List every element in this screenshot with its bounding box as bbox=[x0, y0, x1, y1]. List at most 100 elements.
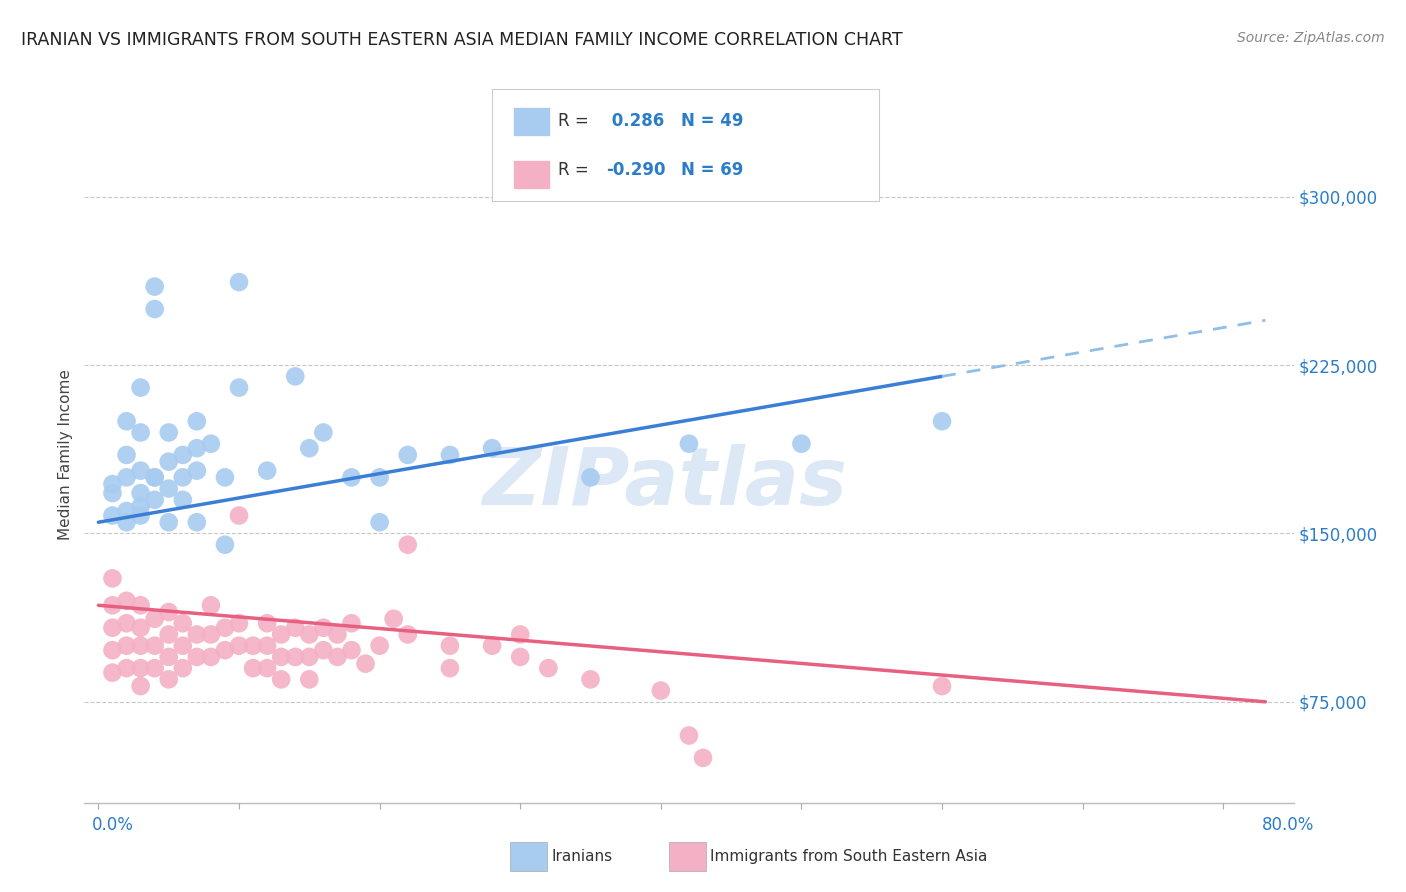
Point bbox=[129, 679, 152, 693]
Point bbox=[115, 661, 138, 675]
Point bbox=[270, 673, 292, 687]
Point bbox=[284, 369, 307, 384]
Point bbox=[340, 643, 363, 657]
Point bbox=[214, 538, 236, 552]
Point bbox=[678, 436, 700, 450]
Point bbox=[200, 599, 222, 613]
Point bbox=[382, 612, 405, 626]
Point bbox=[509, 649, 531, 664]
Point bbox=[172, 448, 194, 462]
Point bbox=[143, 492, 166, 507]
Point bbox=[692, 751, 714, 765]
Text: N = 69: N = 69 bbox=[681, 161, 742, 179]
Point bbox=[537, 661, 560, 675]
Point bbox=[579, 673, 602, 687]
Point bbox=[101, 486, 124, 500]
Point bbox=[129, 661, 152, 675]
Text: Iranians: Iranians bbox=[551, 849, 612, 863]
Point bbox=[256, 661, 278, 675]
Point bbox=[312, 425, 335, 440]
Point bbox=[143, 661, 166, 675]
Point bbox=[298, 627, 321, 641]
Point bbox=[256, 639, 278, 653]
Text: 0.0%: 0.0% bbox=[91, 816, 134, 834]
Point bbox=[270, 627, 292, 641]
Text: R =: R = bbox=[558, 161, 595, 179]
Point bbox=[509, 627, 531, 641]
Point bbox=[368, 639, 391, 653]
Point bbox=[256, 616, 278, 631]
Point bbox=[354, 657, 377, 671]
Point bbox=[172, 492, 194, 507]
Point bbox=[481, 441, 503, 455]
Point bbox=[101, 643, 124, 657]
Point bbox=[312, 621, 335, 635]
Point bbox=[129, 621, 152, 635]
Point bbox=[143, 470, 166, 484]
Point bbox=[143, 612, 166, 626]
Point bbox=[298, 441, 321, 455]
Point bbox=[368, 470, 391, 484]
Point bbox=[157, 425, 180, 440]
Point bbox=[129, 486, 152, 500]
Point bbox=[129, 639, 152, 653]
Point bbox=[340, 470, 363, 484]
Point bbox=[256, 464, 278, 478]
Text: IRANIAN VS IMMIGRANTS FROM SOUTH EASTERN ASIA MEDIAN FAMILY INCOME CORRELATION C: IRANIAN VS IMMIGRANTS FROM SOUTH EASTERN… bbox=[21, 31, 903, 49]
Point bbox=[228, 639, 250, 653]
Point bbox=[228, 616, 250, 631]
Point bbox=[186, 464, 208, 478]
Point bbox=[186, 441, 208, 455]
Point bbox=[396, 627, 419, 641]
Point bbox=[101, 665, 124, 680]
Text: Immigrants from South Eastern Asia: Immigrants from South Eastern Asia bbox=[710, 849, 987, 863]
Point bbox=[143, 279, 166, 293]
Point bbox=[228, 275, 250, 289]
Point bbox=[439, 448, 461, 462]
Point bbox=[242, 661, 264, 675]
Point bbox=[200, 627, 222, 641]
Point bbox=[439, 639, 461, 653]
Point bbox=[143, 470, 166, 484]
Point bbox=[326, 627, 349, 641]
Text: -0.290: -0.290 bbox=[606, 161, 665, 179]
Point bbox=[228, 381, 250, 395]
Point bbox=[186, 627, 208, 641]
Point bbox=[284, 649, 307, 664]
Point bbox=[481, 639, 503, 653]
Point bbox=[186, 414, 208, 428]
Point bbox=[172, 661, 194, 675]
Point bbox=[242, 639, 264, 653]
Point bbox=[129, 508, 152, 523]
Point bbox=[396, 538, 419, 552]
Point bbox=[172, 639, 194, 653]
Point bbox=[270, 649, 292, 664]
Text: N = 49: N = 49 bbox=[681, 112, 742, 130]
Point bbox=[115, 470, 138, 484]
Point bbox=[214, 643, 236, 657]
Point bbox=[650, 683, 672, 698]
Point bbox=[115, 414, 138, 428]
Text: 80.0%: 80.0% bbox=[1263, 816, 1315, 834]
Point bbox=[157, 515, 180, 529]
Point bbox=[340, 616, 363, 631]
Point bbox=[115, 504, 138, 518]
Point bbox=[157, 649, 180, 664]
Point bbox=[129, 425, 152, 440]
Point bbox=[157, 627, 180, 641]
Point bbox=[101, 508, 124, 523]
Point bbox=[368, 515, 391, 529]
Text: ZIPatlas: ZIPatlas bbox=[482, 443, 848, 522]
Text: 0.286: 0.286 bbox=[606, 112, 664, 130]
Point bbox=[172, 616, 194, 631]
Point bbox=[931, 414, 953, 428]
Point bbox=[129, 464, 152, 478]
Point bbox=[790, 436, 813, 450]
Point bbox=[312, 643, 335, 657]
Point bbox=[200, 649, 222, 664]
Point bbox=[172, 470, 194, 484]
Point bbox=[214, 470, 236, 484]
Point bbox=[157, 605, 180, 619]
Point bbox=[186, 515, 208, 529]
Point bbox=[396, 448, 419, 462]
